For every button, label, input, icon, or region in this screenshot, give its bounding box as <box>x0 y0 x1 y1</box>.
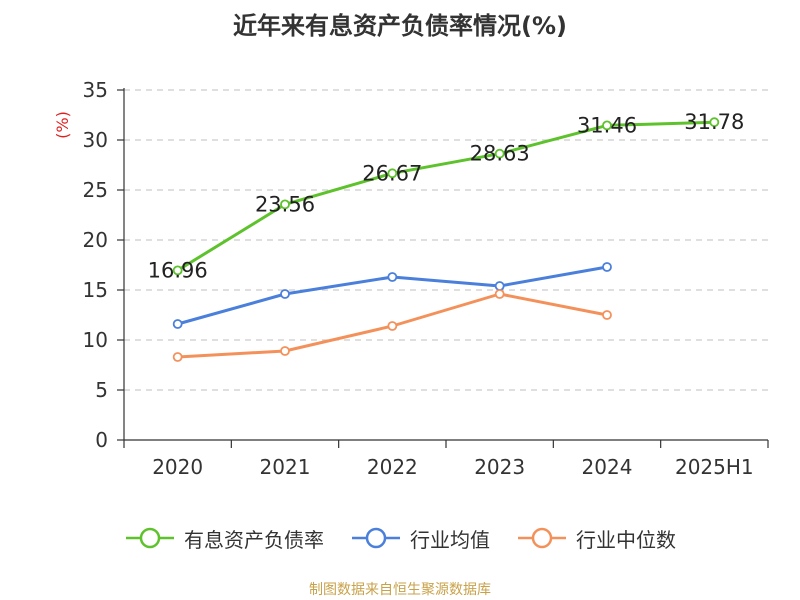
data-point <box>280 346 290 356</box>
grid-lines <box>124 89 768 391</box>
data-label: 28.63 <box>470 142 530 166</box>
x-tick-label: 2025H1 <box>675 455 754 479</box>
y-tick-label: 10 <box>83 328 108 352</box>
series-lines <box>172 117 720 362</box>
y-tick-label: 20 <box>83 228 108 252</box>
axes: 0 5 10 15 20 25 30 35 2020 2021 2022 2023 2024 2025H1 <box>83 78 769 479</box>
data-label: 16.96 <box>148 258 208 282</box>
x-tick-label: 2023 <box>474 455 525 479</box>
legend-circle <box>531 527 553 549</box>
data-point <box>172 319 183 329</box>
data-label: 31.78 <box>684 110 744 134</box>
x-tick-label: 2021 <box>260 455 311 479</box>
chart-title: 近年来有息资产负债率情况(%) <box>233 12 567 40</box>
y-axis-label: (%) <box>53 111 72 139</box>
legend-item-2[interactable]: 行业均值 <box>350 524 490 553</box>
data-point <box>387 168 398 179</box>
data-point <box>387 272 398 282</box>
data-point <box>280 289 290 299</box>
data-point <box>172 265 183 276</box>
legend-circle <box>139 527 161 549</box>
data-point <box>494 289 505 299</box>
data-point <box>602 310 612 320</box>
legend-marker-icon <box>518 527 566 549</box>
y-tick-label: 15 <box>83 278 108 302</box>
data-point <box>387 321 398 331</box>
y-tick-label: 25 <box>83 178 108 202</box>
y-tick-label: 5 <box>95 378 108 402</box>
series-line-1 <box>176 120 715 272</box>
x-tick-label: 2020 <box>152 455 203 479</box>
data-point <box>172 352 183 362</box>
legend-marker-icon <box>126 527 174 549</box>
x-tick-label: 2024 <box>582 455 633 479</box>
y-tick-label: 0 <box>95 428 108 452</box>
data-point <box>494 281 505 291</box>
legend-label: 有息资产负债率 <box>184 527 324 552</box>
data-labels: 16.96 23.56 26.67 28.63 31.46 31.78 <box>148 110 745 282</box>
data-label: 26.67 <box>362 161 422 185</box>
data-point <box>494 148 505 159</box>
legend-item-3[interactable]: 行业中位数 <box>516 524 676 553</box>
chart-legend: 有息资产负债率 行业均值 行业中位数 <box>0 520 800 556</box>
legend-label: 行业均值 <box>410 527 490 552</box>
data-label: 31.46 <box>577 113 637 137</box>
x-tick-label: 2022 <box>367 455 418 479</box>
data-point <box>709 117 720 128</box>
legend-label: 行业中位数 <box>576 527 676 552</box>
y-tick-label: 35 <box>83 78 108 102</box>
legend-marker-icon <box>352 527 400 549</box>
legend-item-1[interactable]: 有息资产负债率 <box>124 524 324 553</box>
data-point <box>602 120 612 131</box>
data-point <box>602 262 612 272</box>
data-point <box>280 199 290 210</box>
y-tick-label: 30 <box>83 128 108 152</box>
source-note: 制图数据来自恒生聚源数据库 <box>309 582 491 598</box>
legend-circle <box>365 527 387 549</box>
data-label: 23.56 <box>255 192 315 216</box>
